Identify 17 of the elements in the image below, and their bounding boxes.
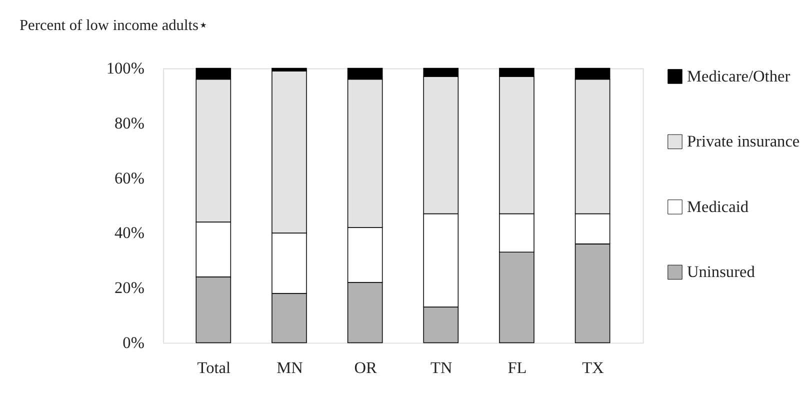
- y-tick-label: 40%: [114, 223, 145, 242]
- x-tick-label: OR: [354, 358, 377, 377]
- legend-label: Private insurance: [686, 132, 800, 151]
- x-tick-label: TX: [582, 358, 604, 377]
- y-tick-label: 60%: [114, 168, 145, 188]
- x-tick-label: FL: [508, 358, 527, 377]
- chart-title: Percent of low income adults⋆: [20, 16, 208, 34]
- y-tick-label: 100%: [106, 58, 145, 78]
- y-tick-label: 80%: [114, 113, 145, 132]
- y-tick-label: 0%: [122, 332, 145, 352]
- legend-label: Uninsured: [686, 262, 755, 281]
- y-tick-label: 20%: [114, 278, 145, 298]
- x-tick-label: Total: [197, 358, 231, 377]
- x-tick-label: TN: [430, 358, 452, 377]
- legend-label: Medicaid: [686, 196, 749, 216]
- legend-label: Medicare/Other: [686, 66, 791, 86]
- x-tick-label: MN: [276, 358, 304, 377]
